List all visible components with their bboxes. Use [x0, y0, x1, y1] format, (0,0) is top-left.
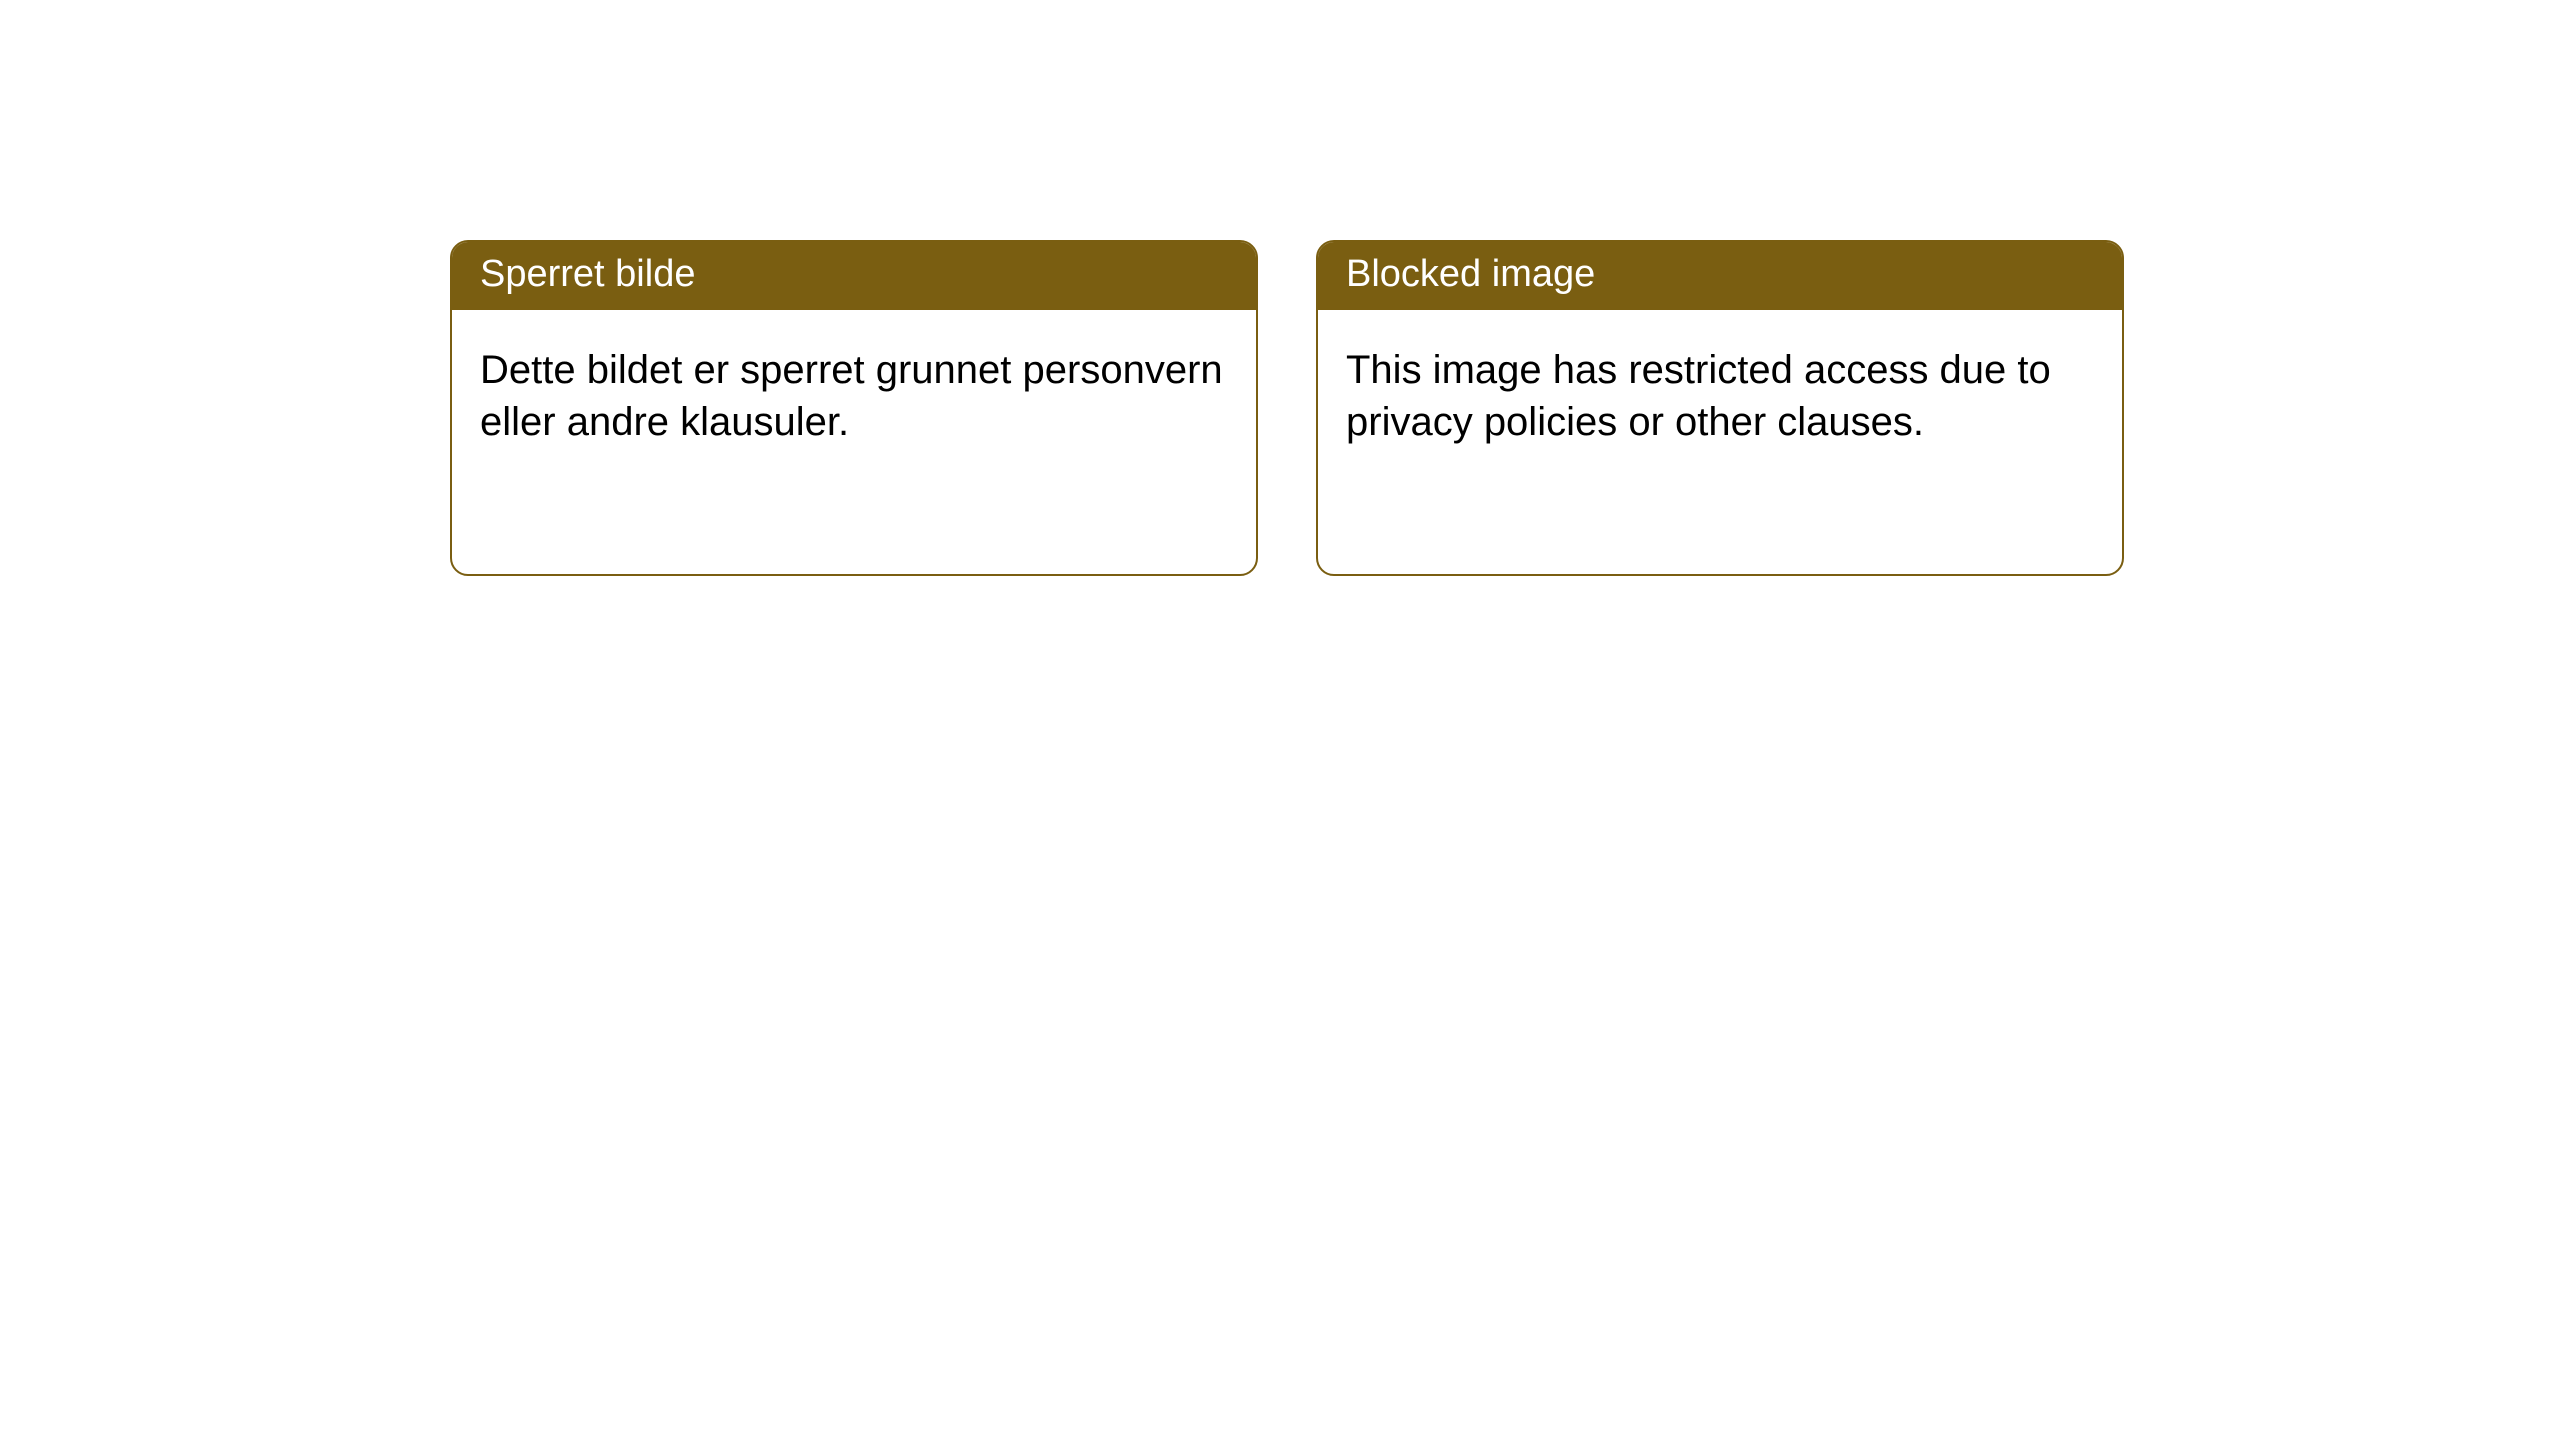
notice-card-norwegian: Sperret bilde Dette bildet er sperret gr…	[450, 240, 1258, 576]
card-title-norwegian: Sperret bilde	[480, 253, 695, 295]
card-title-english: Blocked image	[1346, 253, 1595, 295]
card-body-text-english: This image has restricted access due to …	[1346, 348, 2051, 445]
card-body-text-norwegian: Dette bildet er sperret grunnet personve…	[480, 348, 1223, 445]
card-header-english: Blocked image	[1318, 242, 2122, 310]
card-body-english: This image has restricted access due to …	[1318, 310, 2122, 478]
card-header-norwegian: Sperret bilde	[452, 242, 1256, 310]
notice-container: Sperret bilde Dette bildet er sperret gr…	[0, 0, 2560, 576]
card-body-norwegian: Dette bildet er sperret grunnet personve…	[452, 310, 1256, 478]
notice-card-english: Blocked image This image has restricted …	[1316, 240, 2124, 576]
